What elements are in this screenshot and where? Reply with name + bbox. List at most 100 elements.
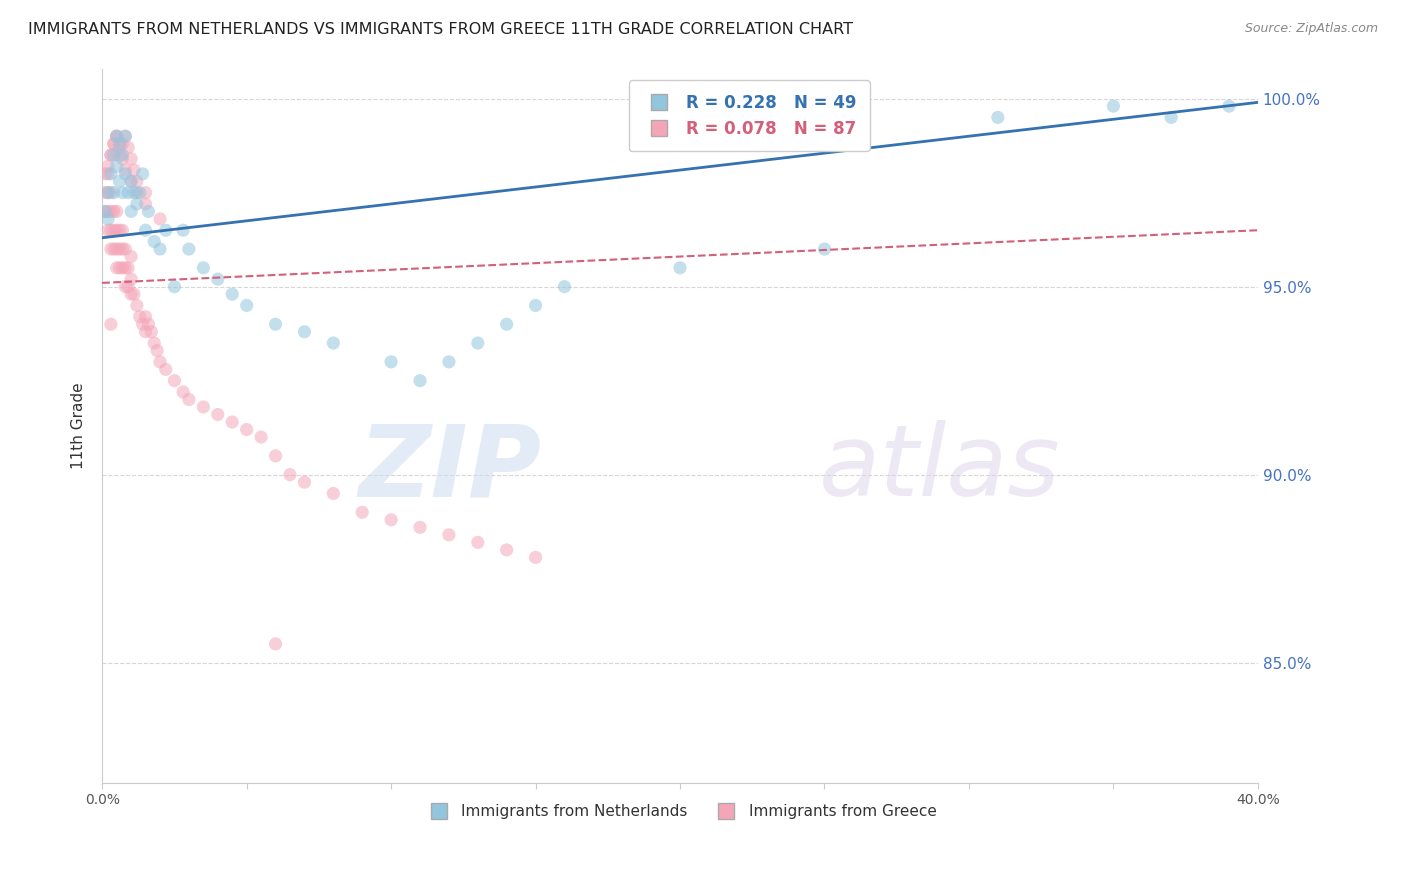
Point [1102,99,1125,113]
Point [103,242,125,256]
Point [94,186,117,200]
Point [97,204,120,219]
Point [103,148,125,162]
Point [97,186,120,200]
Point [108,260,131,275]
Point [669,260,692,275]
Point [94,204,117,219]
Point [111,186,134,200]
Point [149,211,172,226]
Point [193,260,215,275]
Point [264,449,287,463]
Point [135,197,157,211]
Point [322,336,344,351]
Point [207,408,229,422]
Point [117,260,139,275]
Point [163,374,186,388]
Point [155,223,177,237]
Point [108,223,131,237]
Point [97,211,120,226]
Point [437,355,460,369]
Point [163,279,186,293]
Point [524,550,547,565]
Point [380,513,402,527]
Point [135,223,157,237]
Point [380,355,402,369]
Point [111,260,134,275]
Point [114,129,136,144]
Point [131,167,153,181]
Point [409,520,432,534]
Point [103,186,125,200]
Point [114,129,136,144]
Point [1160,111,1182,125]
Point [128,310,150,324]
Point [177,242,200,256]
Point [155,362,177,376]
Point [120,152,142,166]
Point [177,392,200,407]
Point [495,542,517,557]
Point [100,318,122,332]
Point [111,242,134,256]
Point [117,140,139,154]
Legend: Immigrants from Netherlands, Immigrants from Greece: Immigrants from Netherlands, Immigrants … [418,798,943,825]
Point [97,167,120,181]
Point [97,159,120,173]
Point [138,204,160,219]
Point [125,197,148,211]
Point [278,467,301,482]
Point [141,325,163,339]
Point [94,204,117,219]
Point [100,167,122,181]
Point [495,318,517,332]
Point [264,318,287,332]
Point [111,148,134,162]
Point [100,148,122,162]
Point [143,336,166,351]
Point [125,186,148,200]
Point [294,475,316,490]
Point [553,279,575,293]
Point [114,260,136,275]
Point [128,186,150,200]
Point [120,250,142,264]
Point [467,336,489,351]
Point [105,242,128,256]
Point [111,136,134,151]
Point [103,223,125,237]
Point [105,159,128,173]
Point [524,298,547,312]
Point [97,186,120,200]
Point [94,167,117,181]
Point [105,129,128,144]
Point [987,111,1010,125]
Point [120,174,142,188]
Point [294,325,316,339]
Point [138,318,160,332]
Point [264,637,287,651]
Point [172,384,194,399]
Point [146,343,169,358]
Point [120,287,142,301]
Text: Source: ZipAtlas.com: Source: ZipAtlas.com [1244,22,1378,36]
Point [235,298,257,312]
Point [131,318,153,332]
Point [105,129,128,144]
Point [114,279,136,293]
Point [120,204,142,219]
Point [207,272,229,286]
Point [103,136,125,151]
Point [117,186,139,200]
Point [149,355,172,369]
Point [143,235,166,249]
Point [125,174,148,188]
Point [149,242,172,256]
Point [322,486,344,500]
Text: atlas: atlas [818,420,1060,517]
Text: IMMIGRANTS FROM NETHERLANDS VS IMMIGRANTS FROM GREECE 11TH GRADE CORRELATION CHA: IMMIGRANTS FROM NETHERLANDS VS IMMIGRANT… [28,22,853,37]
Point [114,163,136,178]
Point [100,204,122,219]
Point [103,204,125,219]
Y-axis label: 11th Grade: 11th Grade [72,383,86,469]
